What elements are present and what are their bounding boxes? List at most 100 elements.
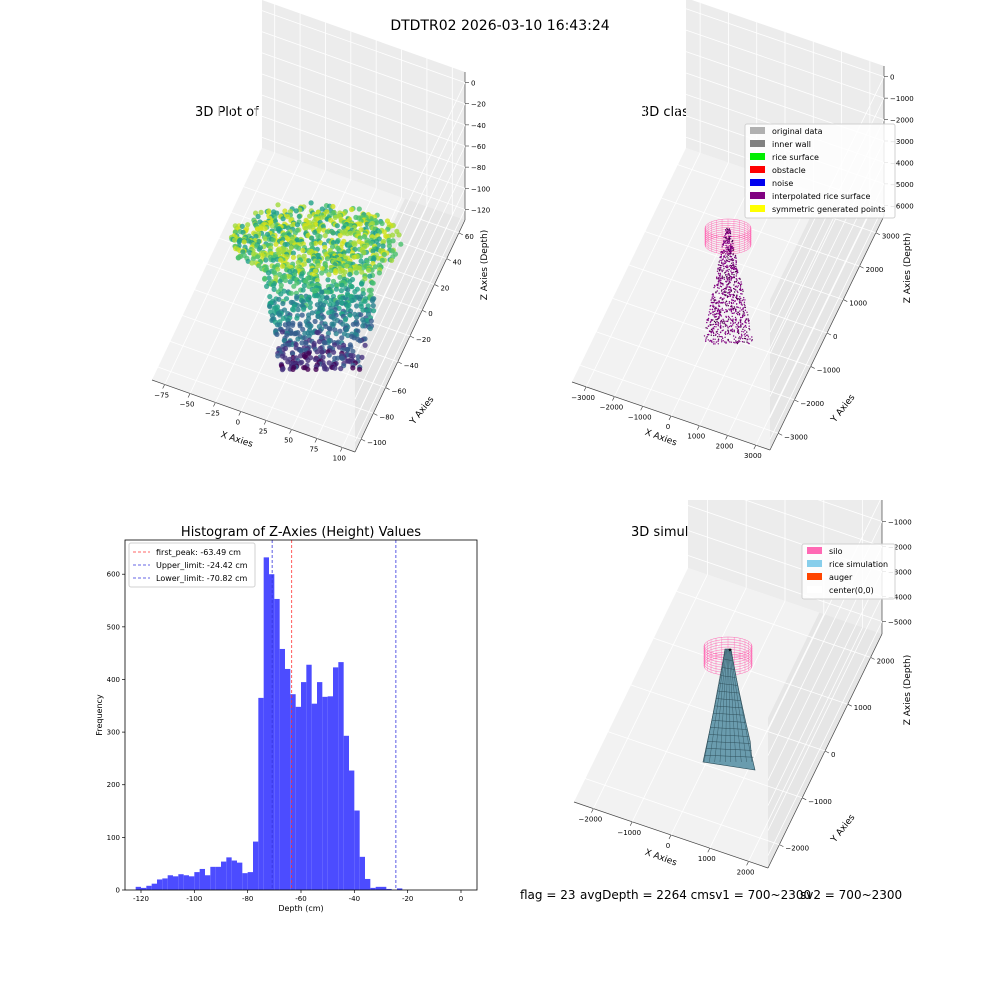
interpolated-point: [725, 276, 728, 278]
interpolated-point: [742, 290, 744, 292]
interpolated-point: [725, 304, 727, 306]
interpolated-point: [722, 293, 724, 296]
interpolated-point: [711, 328, 713, 330]
interpolated-point: [727, 289, 730, 291]
histogram-bar: [205, 875, 211, 890]
interpolated-point: [734, 286, 737, 288]
interpolated-point: [733, 322, 735, 324]
interpolated-point: [744, 299, 746, 301]
interpolated-point: [723, 236, 725, 239]
interpolated-point: [723, 263, 725, 265]
raw-point: [319, 349, 325, 355]
simulation-3d-grid-z: [767, 500, 881, 731]
interpolated-point: [734, 271, 737, 273]
histogram-y-tick-label: 100: [107, 834, 120, 842]
interpolated-point: [745, 334, 748, 336]
interpolated-point: [724, 290, 726, 292]
interpolated-point: [726, 255, 728, 257]
raw-3d-y-tick-mark: [385, 387, 390, 390]
histogram-bar: [327, 696, 333, 890]
interpolated-point: [747, 320, 750, 322]
interpolated-point: [731, 312, 733, 314]
raw-point: [324, 229, 330, 235]
classify-3d-x-tick-label: −3000: [571, 394, 595, 402]
classify-legend-label: inner wall: [772, 140, 811, 149]
raw-3d-x-tick-label: −50: [180, 401, 195, 409]
raw-point: [280, 300, 286, 307]
simulation-3d-z-tick-label: −2000: [888, 544, 912, 552]
raw-point: [366, 267, 372, 273]
interpolated-point: [716, 276, 718, 278]
interpolated-point: [735, 303, 738, 305]
simulation-3d-y-tick-label: −2000: [785, 845, 809, 853]
interpolated-point: [743, 337, 746, 340]
histogram-legend-label: Upper_limit: -24.42 cm: [156, 561, 248, 570]
raw-point: [326, 360, 332, 366]
raw-3d-x-tick-mark: [340, 447, 343, 452]
interpolated-point: [712, 338, 714, 340]
interpolated-point: [720, 251, 722, 254]
classify-legend: original data inner wall rice surface obsta…: [744, 123, 896, 219]
raw-point: [317, 240, 324, 246]
interpolated-point: [722, 244, 725, 246]
interpolated-point: [732, 299, 735, 302]
interpolated-point: [728, 286, 730, 288]
interpolated-point: [728, 280, 731, 283]
classify-3d-x-tick-mark: [697, 425, 700, 430]
raw-point: [279, 367, 285, 373]
raw-point: [319, 270, 325, 276]
raw-3d-y-tick-label: −100: [367, 439, 386, 447]
interpolated-point: [739, 278, 741, 280]
raw-3d-y-tick-label: −40: [404, 362, 419, 370]
interpolated-point: [732, 296, 734, 299]
interpolated-point: [729, 264, 732, 267]
interpolated-point: [749, 338, 751, 340]
rice-mesh-line: [710, 727, 748, 730]
interpolated-point: [743, 301, 746, 303]
raw-point: [292, 230, 298, 236]
raw-3d-z-tick-label: −20: [471, 101, 486, 109]
classify-3d-x-tick-mark: [668, 415, 672, 421]
raw-point: [282, 277, 288, 283]
simulation-legend-swatch: [807, 547, 822, 554]
interpolated-point: [729, 293, 731, 296]
interpolated-point: [734, 316, 737, 319]
classify-legend-swatch: [750, 153, 765, 160]
interpolated-point: [747, 342, 749, 344]
interpolated-point: [705, 340, 707, 342]
interpolated-point: [739, 284, 742, 286]
interpolated-point: [709, 324, 712, 326]
classify-3d-z-tick-label: −1000: [890, 95, 914, 103]
interpolated-point: [746, 331, 748, 333]
interpolated-point: [726, 227, 728, 230]
raw-point: [323, 268, 329, 274]
interpolated-point: [714, 309, 716, 311]
raw-point: [359, 281, 365, 287]
interpolated-point: [728, 273, 730, 275]
interpolated-point: [727, 283, 730, 285]
interpolated-point: [735, 308, 737, 311]
interpolated-point: [719, 277, 722, 280]
histogram-bar: [162, 878, 168, 890]
histogram-bar: [178, 874, 184, 890]
interpolated-point: [730, 276, 733, 278]
interpolated-point: [715, 316, 718, 318]
interpolated-point: [727, 246, 729, 248]
interpolated-point: [718, 270, 721, 272]
raw-3d-y-tick-mark: [360, 438, 366, 442]
interpolated-point: [731, 305, 733, 308]
raw-point: [349, 206, 355, 213]
interpolated-point: [713, 301, 715, 304]
interpolated-point: [728, 325, 731, 328]
raw-point: [262, 276, 268, 282]
interpolated-point: [745, 318, 747, 321]
raw-3d-points: [228, 200, 404, 373]
raw-3d-z-tick-label: −80: [471, 164, 486, 172]
interpolated-point: [732, 335, 735, 337]
raw-point: [379, 220, 385, 227]
interpolated-point: [721, 322, 724, 324]
classify-3d-y-ticks: −3000 −2000 −1000 0 1000 2000 3000: [778, 232, 900, 441]
histogram-y-tick-label: 500: [107, 623, 120, 631]
interpolated-point: [727, 252, 729, 254]
raw-point: [379, 257, 385, 263]
